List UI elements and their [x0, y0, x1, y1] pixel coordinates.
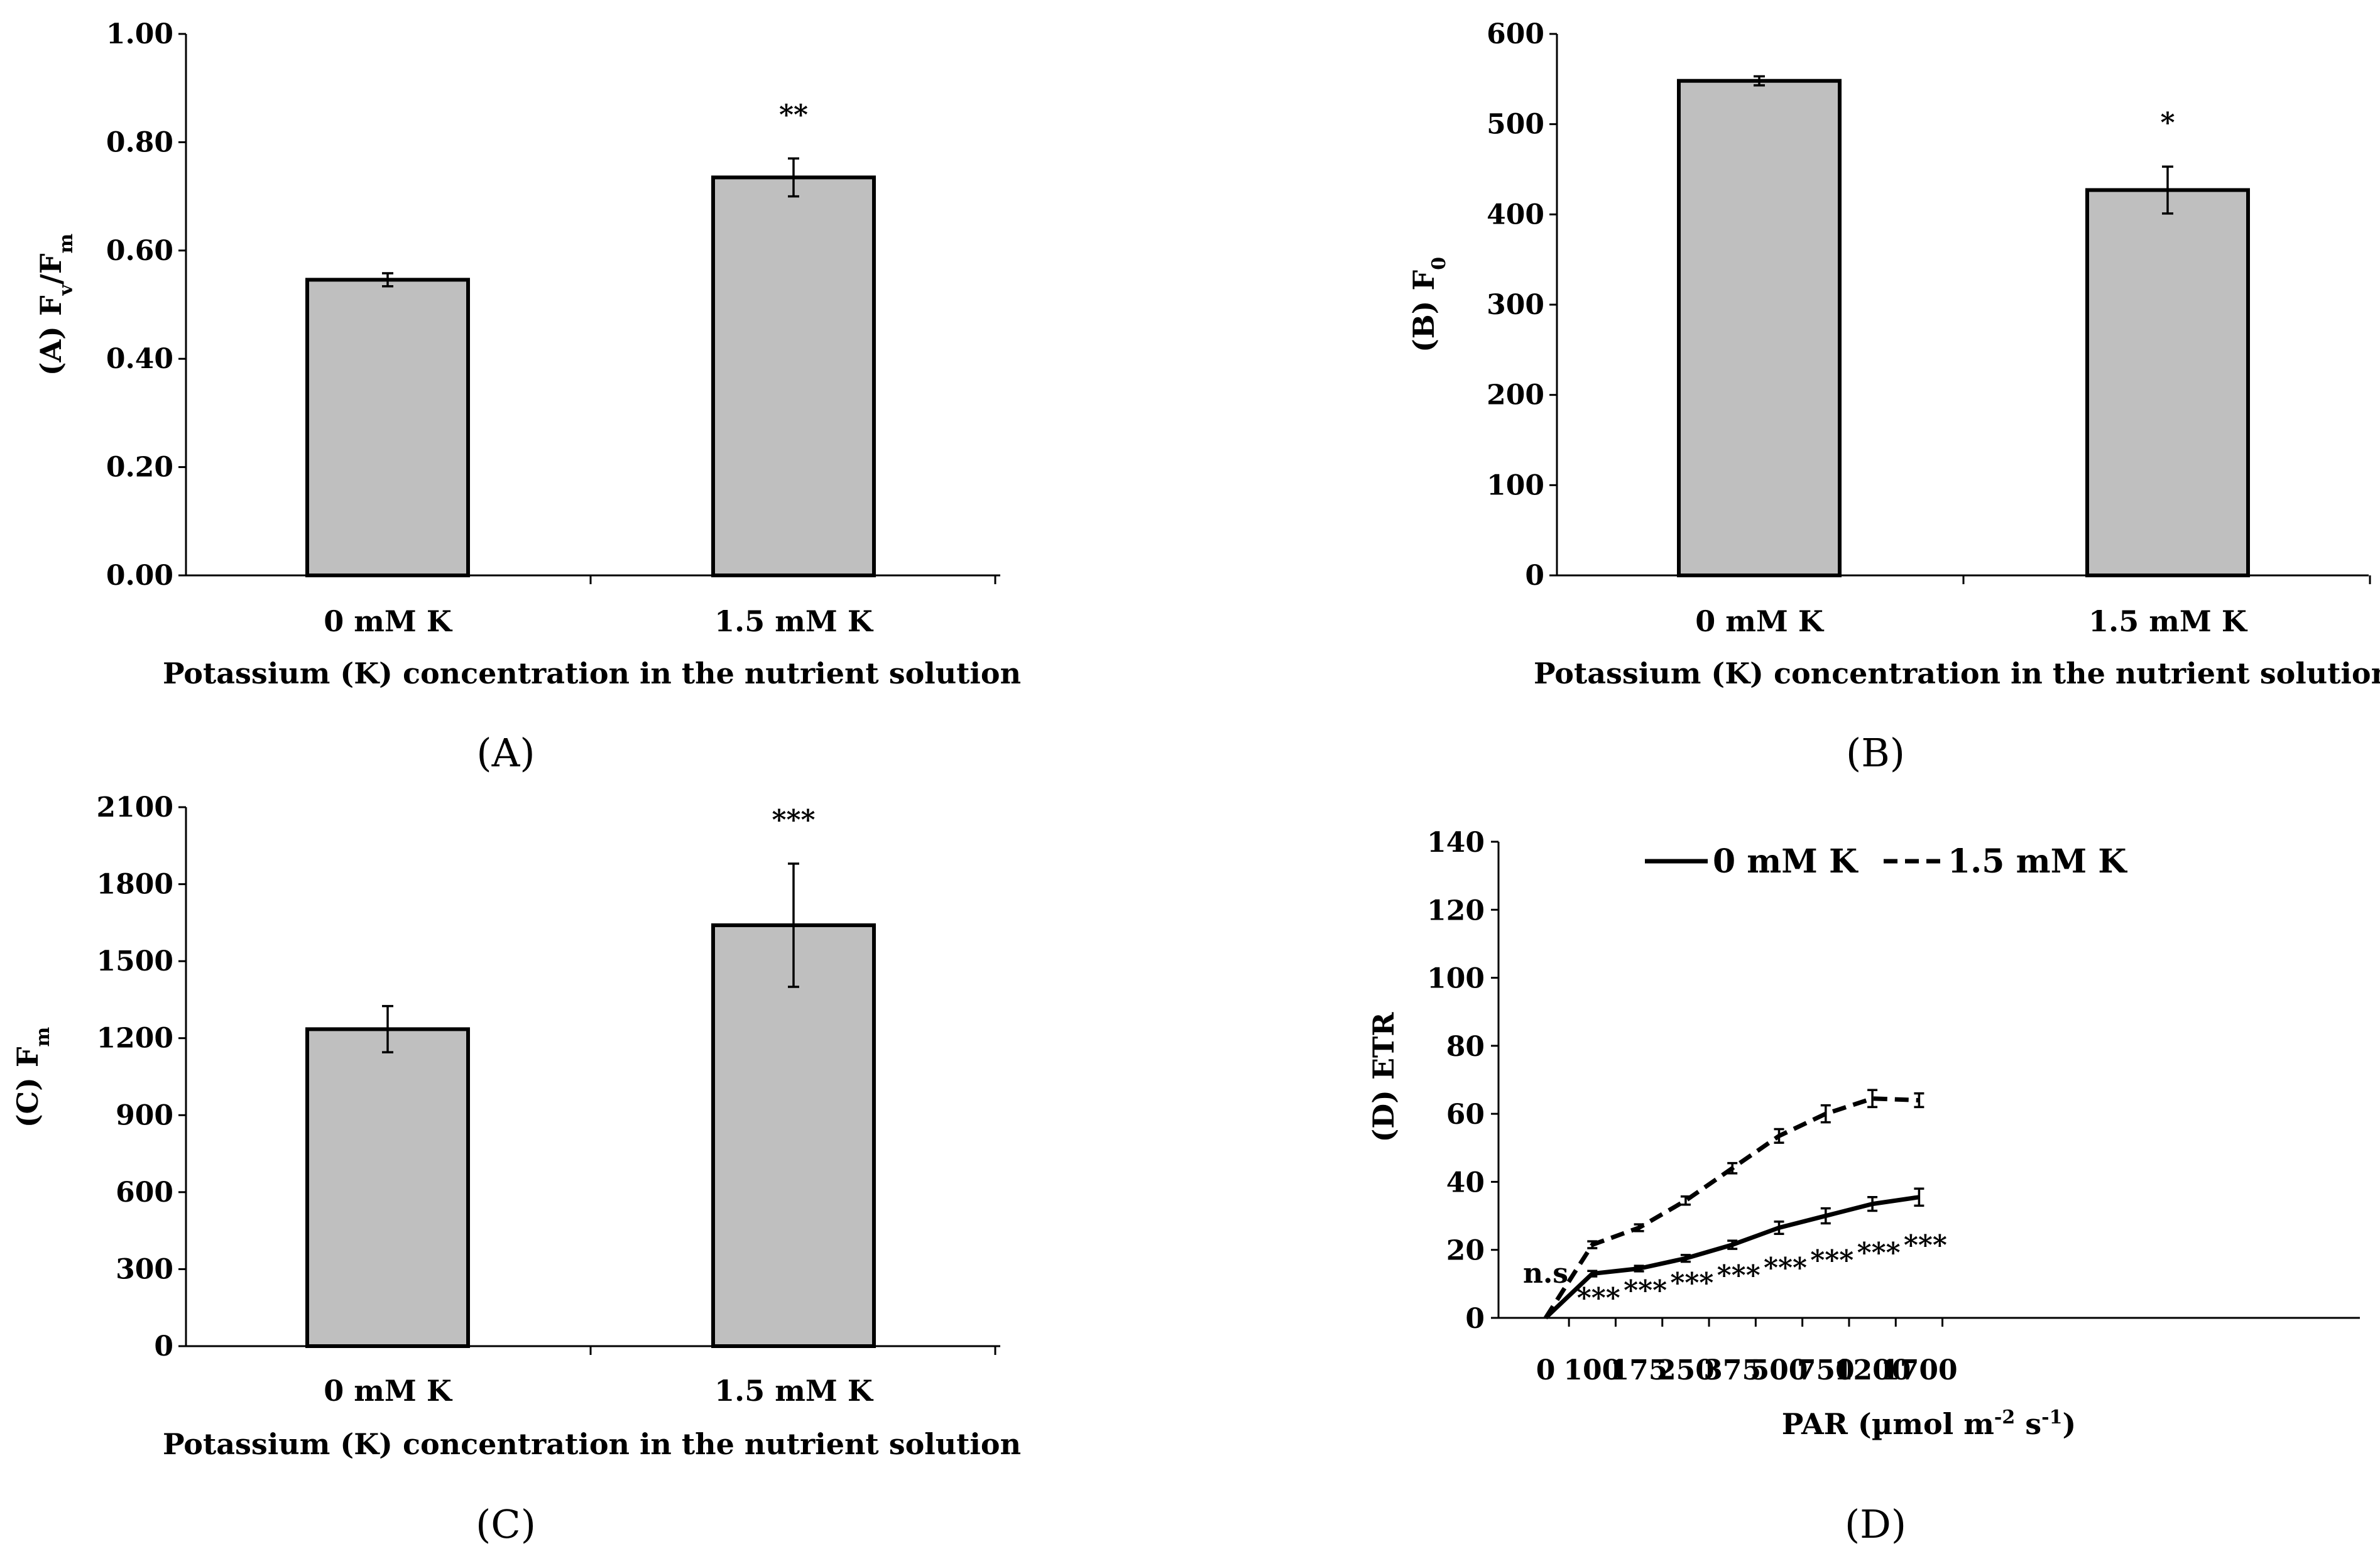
- panel-c-x-axis-label: Potassium (K) concentration in the nutri…: [163, 1427, 1021, 1461]
- panel-b-caption: (B): [1846, 730, 1905, 776]
- panel-a-y-axis-label: (A) Fv/Fm: [34, 233, 77, 376]
- panel-a-y-tick-label: 0.00: [106, 560, 173, 592]
- panel-c: 0 300 600 900 1200 1500 1800 2100 0 mM K 1.5 mM …: [11, 791, 1021, 1547]
- panel-c-category-label: 1.5 mM K: [714, 1374, 874, 1408]
- panel-d-y-tick-label: 100: [1427, 963, 1485, 995]
- panel-b-y-tick-label: 300: [1487, 289, 1544, 321]
- panel-d-y-tick-label: 60: [1446, 1099, 1485, 1131]
- panel-c-y-axis-label: (C) Fm: [11, 1026, 54, 1128]
- panel-c-y-tick-label: 600: [116, 1177, 173, 1209]
- panel-a-bar: [305, 278, 470, 577]
- panel-d-x-axis-label: PAR (µmol m-2 s-1): [1782, 1406, 2076, 1442]
- panel-c-y-tick-label: 300: [116, 1253, 173, 1285]
- panel-d-x-tick-label: 1700: [1881, 1354, 1957, 1386]
- panel-d-y-tick-label: 120: [1427, 894, 1485, 927]
- panel-b-y-axis-label: (B) F0: [1407, 257, 1450, 352]
- panel-b-x-axis-label: Potassium (K) concentration in the nutri…: [1534, 656, 2380, 690]
- panel-d-x-tick-label: 500: [1750, 1354, 1808, 1386]
- legend-label-solid: 0 mM K: [1713, 842, 1859, 881]
- panel-d-x-tick-label: 175: [1610, 1354, 1668, 1386]
- panel-b-significance: *: [2160, 107, 2175, 139]
- panel-b-category-label: 0 mM K: [1695, 604, 1825, 638]
- panel-a-y-tick-label: 0.20: [106, 452, 173, 484]
- panel-d-significance: n.s: [1523, 1258, 1568, 1290]
- panel-c-y-tick-label: 0: [154, 1330, 173, 1362]
- panel-b-category-label: 1.5 mM K: [2088, 604, 2248, 638]
- panel-b: 0 100 200 300 400 500 600 0 mM K 1.5 mM K * (B)…: [1407, 18, 2380, 776]
- panel-a-y-tick-label: 0.60: [106, 235, 173, 267]
- panel-a-category-label: 0 mM K: [324, 604, 453, 638]
- panel-b-y-tick-label: 500: [1487, 109, 1544, 141]
- panel-d-y-tick-label: 0: [1465, 1303, 1485, 1335]
- panel-d-x-tick-label: 375: [1703, 1354, 1761, 1386]
- panel-d-x-tick-label: 100: [1563, 1354, 1621, 1386]
- panel-d-significance: ***: [1670, 1267, 1713, 1299]
- panel-a-y-tick-label: 1.00: [106, 18, 173, 50]
- panel-d-y-tick-label: 80: [1446, 1031, 1485, 1063]
- panel-b-y-tick-label: 100: [1487, 469, 1544, 501]
- panel-d-x-tick-label: 250: [1657, 1354, 1715, 1386]
- panel-c-category-label: 0 mM K: [324, 1374, 453, 1408]
- panel-a-caption: (A): [476, 730, 535, 776]
- panel-d-significance: ***: [1764, 1252, 1807, 1284]
- panel-b-bar: [2085, 188, 2250, 577]
- panel-b-y-tick-label: 600: [1487, 18, 1544, 50]
- panel-a-significance: **: [779, 99, 808, 131]
- panel-a-x-axis-label: Potassium (K) concentration in the nutri…: [163, 656, 1021, 690]
- panel-c-caption: (C): [476, 1501, 536, 1547]
- panel-c-y-tick-label: 900: [116, 1099, 173, 1131]
- panel-d-significance: ***: [1810, 1244, 1853, 1276]
- panel-d-y-tick-label: 20: [1446, 1235, 1485, 1267]
- panel-a-bar: [711, 175, 876, 577]
- panel-d-significance: ***: [1717, 1259, 1760, 1291]
- panel-d-significance: ***: [1904, 1229, 1947, 1261]
- panel-c-significance: ***: [772, 804, 815, 836]
- panel-d-x-tick-label: 0: [1536, 1354, 1556, 1386]
- panel-a: 0.000.200.400.600.801.00 0 mM K 1.5 mM K …: [34, 18, 1021, 776]
- panel-d-y-axis-label: (D) ETR: [1367, 1012, 1400, 1143]
- legend-label-dashed: 1.5 mM K: [1948, 842, 2127, 881]
- panel-d-caption: (D): [1845, 1501, 1906, 1547]
- panel-c-y-tick-label: 2100: [97, 791, 173, 824]
- panel-c-bar: [305, 1027, 470, 1349]
- panel-d-significance: ***: [1624, 1275, 1667, 1307]
- panel-a-y-tick-label: 0.80: [106, 126, 173, 158]
- panel-d-y-tick-label: 40: [1446, 1166, 1485, 1199]
- panel-d-x-tick-label: 750: [1797, 1354, 1855, 1386]
- panel-d-y-tick-label: 140: [1427, 827, 1485, 859]
- panel-b-y-tick-label: 400: [1487, 198, 1544, 231]
- panel-c-y-tick-label: 1500: [97, 945, 173, 977]
- panel-c-y-tick-label: 1800: [97, 869, 173, 901]
- panel-d-significance: ***: [1577, 1282, 1620, 1314]
- panel-a-category-label: 1.5 mM K: [714, 604, 874, 638]
- panel-c-bar: [711, 923, 876, 1348]
- panel-c-y-tick-label: 1200: [97, 1023, 173, 1055]
- panel-a-y-tick-label: 0.40: [106, 343, 173, 375]
- panel-b-bar: [1677, 79, 1842, 577]
- panel-b-y-tick-label: 0: [1525, 560, 1544, 592]
- panel-b-y-tick-label: 200: [1487, 379, 1544, 411]
- panel-d-significance: ***: [1857, 1237, 1901, 1269]
- panel-d-x-tick-label: 1200: [1834, 1354, 1911, 1386]
